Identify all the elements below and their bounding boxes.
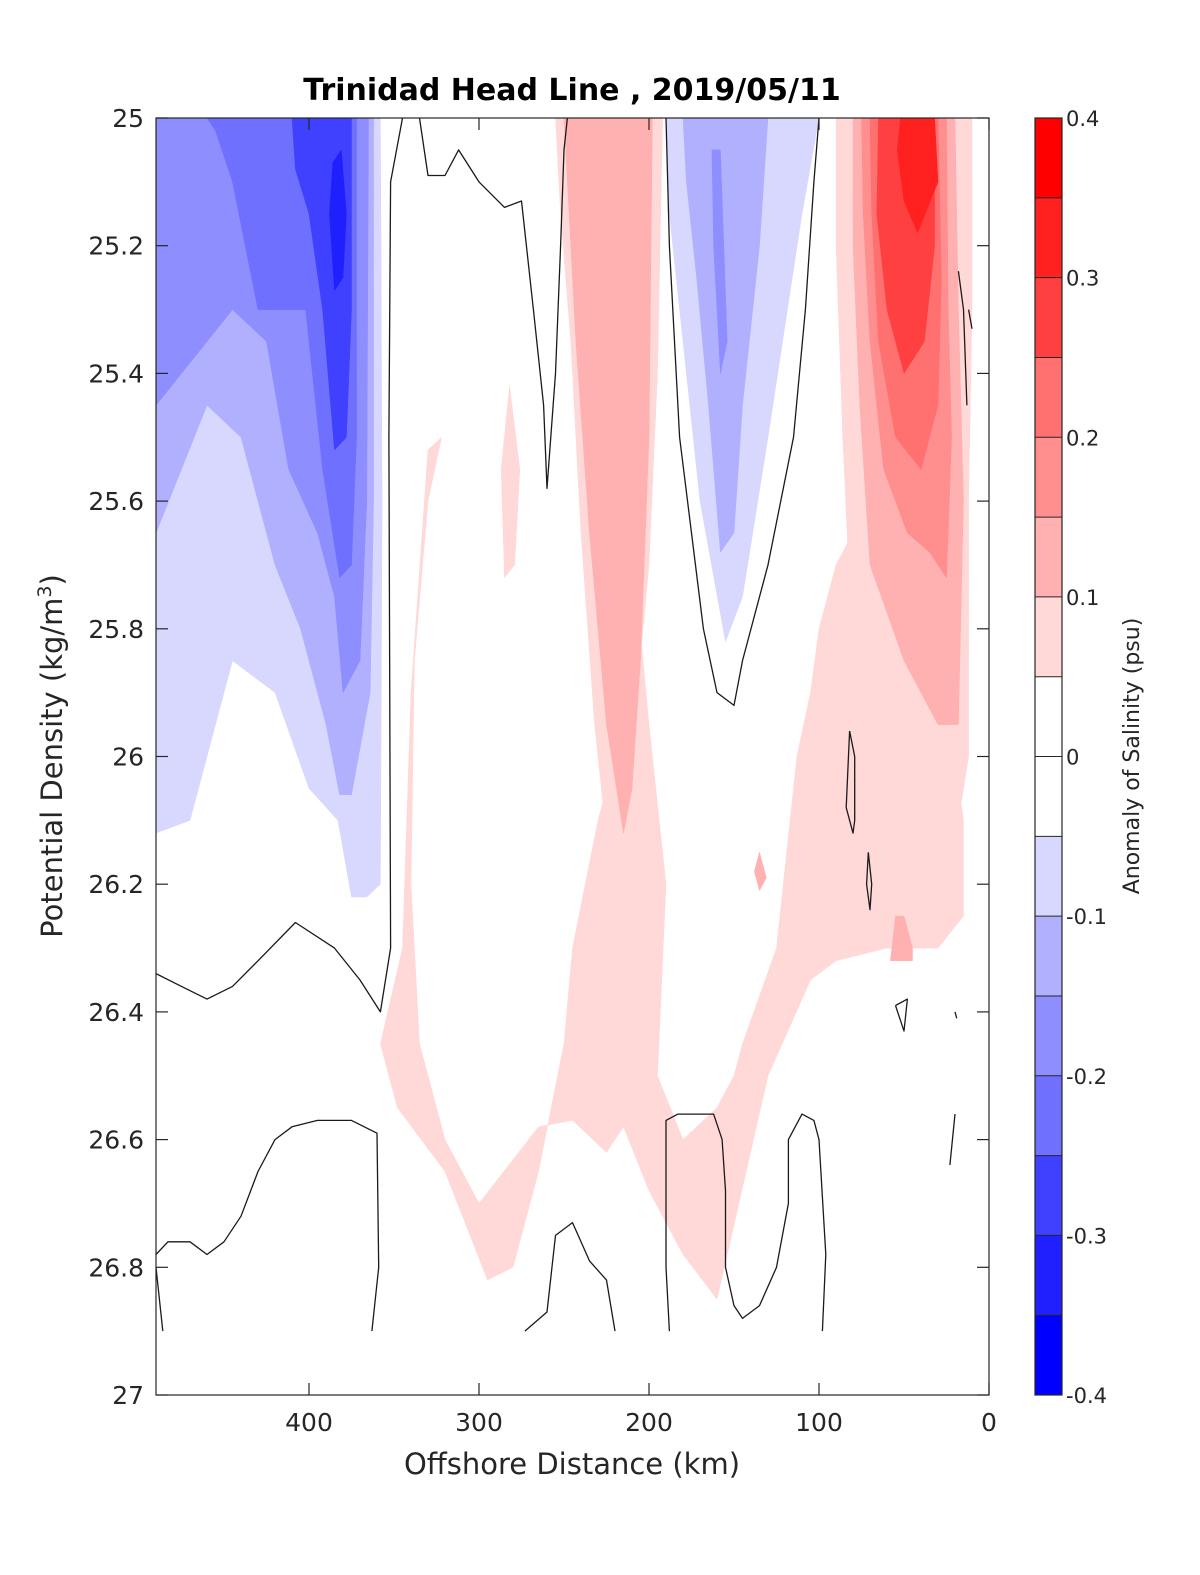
colorbar-block (1035, 437, 1062, 518)
contour-line-zc-edge-low (949, 1114, 956, 1166)
colorbar-tick-label: 0.2 (1066, 426, 1099, 450)
y-tick-label: 25.6 (88, 487, 144, 516)
y-tick-label: 25.8 (88, 615, 144, 644)
contour-region-red-p1 (500, 386, 521, 579)
colorbar-block (1035, 596, 1062, 677)
colorbar-tick-label: -0.4 (1066, 1384, 1107, 1408)
y-tick-label: 27 (112, 1381, 144, 1410)
contour-line-zc-c-edge (957, 271, 968, 406)
y-tick-label: 26.4 (88, 998, 144, 1027)
colorbar-tick-label: -0.3 (1066, 1224, 1107, 1248)
colorbar-block (1035, 1235, 1062, 1316)
x-tick-label: 300 (455, 1408, 503, 1437)
chart-title: Trinidad Head Line , 2019/05/11 (303, 73, 840, 108)
y-tick-label: 25.2 (88, 232, 144, 261)
contour-line-zc-small-4 (954, 1011, 958, 1019)
colorbar-block (1035, 1315, 1062, 1395)
colorbar-block (1035, 676, 1062, 757)
colorbar-block (1035, 357, 1062, 438)
contour-line-zc-small-2 (865, 852, 873, 911)
y-tick-label: 26 (112, 743, 144, 772)
x-tick-label: 400 (285, 1408, 333, 1437)
contour-line-zc-upper-e (665, 118, 820, 707)
y-axis-label: Potential Density (kg/m3) (34, 574, 69, 938)
colorbar-block (1035, 118, 1062, 198)
x-tick-label: 200 (625, 1408, 673, 1437)
contour-line-zc-c-edge2 (967, 309, 973, 329)
colorbar-block (1035, 277, 1062, 358)
y-axis-label-main: Potential Density (kg/m (35, 598, 69, 938)
contour-line-zc-lower-2 (524, 1221, 616, 1332)
colorbar-block (1035, 517, 1062, 597)
contour-region-red-c6 (896, 118, 939, 234)
y-tick-label: 26.8 (88, 1253, 144, 1282)
colorbar-tick-label: 0 (1066, 746, 1079, 770)
y-tick-label: 26.2 (88, 870, 144, 899)
colorbar-tick-label: 0.4 (1066, 107, 1099, 131)
colorbar-block (1035, 995, 1062, 1076)
contour-line-zc-small-3 (894, 998, 909, 1032)
y-tick-label: 25 (112, 104, 144, 133)
colorbar-label: Anomaly of Salinity (psu) (1120, 618, 1145, 895)
colorbar-block (1035, 1075, 1062, 1156)
colorbar-tick-label: -0.2 (1066, 1065, 1107, 1089)
colorbar: -0.4 -0.3 -0.2 -0.1 0 0.1 0.2 0.3 0.4 (1034, 107, 1107, 1408)
colorbar-block (1035, 1155, 1062, 1236)
contour-line-zc-lower-4 (156, 1267, 164, 1332)
contour-line-zc-small-1 (845, 730, 856, 834)
contour-region-red-p3 (890, 915, 913, 962)
x-tick-label: 100 (795, 1408, 843, 1437)
contour-region-red-p2 (754, 851, 767, 892)
colorbar-tick-label: 0.3 (1066, 267, 1099, 291)
y-axis-label-end: ) (35, 574, 69, 585)
colorbar-block (1035, 916, 1062, 996)
y-tick-label: 26.6 (88, 1126, 144, 1155)
contour-line-zc-lower-1 (156, 1119, 380, 1332)
x-tick-label: 0 (981, 1408, 997, 1437)
contour-region-red-a2 (563, 118, 653, 834)
colorbar-block (1035, 756, 1062, 837)
x-axis-label: Offshore Distance (km) (404, 1447, 740, 1481)
contour-region-red-d1 (380, 436, 964, 1300)
plot-area: 400 300 200 100 0 25 25.2 25.4 25.6 25.8 26 26.2 26.… (88, 104, 997, 1437)
y-axis-label-sup: 3 (34, 585, 56, 597)
contour-line-zc-upper-a (418, 118, 569, 489)
contour-line-zc-lower-3 (665, 1113, 827, 1332)
contour-line-zc-blue-boundary (156, 118, 404, 1013)
y-tick-label: 25.4 (88, 359, 144, 388)
colorbar-block (1035, 197, 1062, 278)
contour-region-blue-d6 (329, 149, 347, 292)
colorbar-tick-label: -0.1 (1066, 905, 1107, 929)
colorbar-tick-label: 0.1 (1066, 586, 1099, 610)
contour-region-blue-e3 (711, 149, 728, 374)
colorbar-block (1035, 836, 1062, 917)
